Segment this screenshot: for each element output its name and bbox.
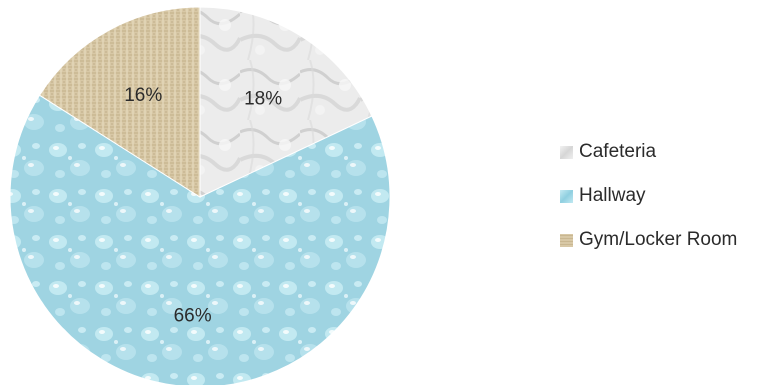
data-label-cafeteria: 18%: [244, 89, 282, 110]
legend-swatch-gym-locker-room: [560, 233, 573, 247]
legend: Cafeteria Hallway Gym/Locker Room: [560, 140, 784, 272]
legend-item-hallway: Hallway: [560, 184, 784, 208]
pie-slice-cafeteria: [199, 6, 373, 198]
legend-item-gym-locker-room: Gym/Locker Room: [560, 228, 784, 252]
pie-slice-gym-locker-room: [38, 6, 201, 198]
pie-slices: [9, 6, 391, 385]
legend-label-hallway: Hallway: [579, 185, 646, 206]
legend-swatch-cafeteria: [560, 145, 573, 159]
pie-data-labels: 18% 66% 16%: [124, 85, 282, 327]
data-label-hallway: 66%: [174, 306, 212, 327]
legend-label-gym-locker-room: Gym/Locker Room: [579, 229, 738, 250]
pie-slice-hallway: [9, 94, 391, 385]
legend-label-cafeteria: Cafeteria: [579, 141, 657, 162]
legend-swatch-hallway: [560, 189, 573, 203]
data-label-gym-locker-room: 16%: [124, 85, 162, 106]
legend-item-cafeteria: Cafeteria: [560, 140, 784, 164]
